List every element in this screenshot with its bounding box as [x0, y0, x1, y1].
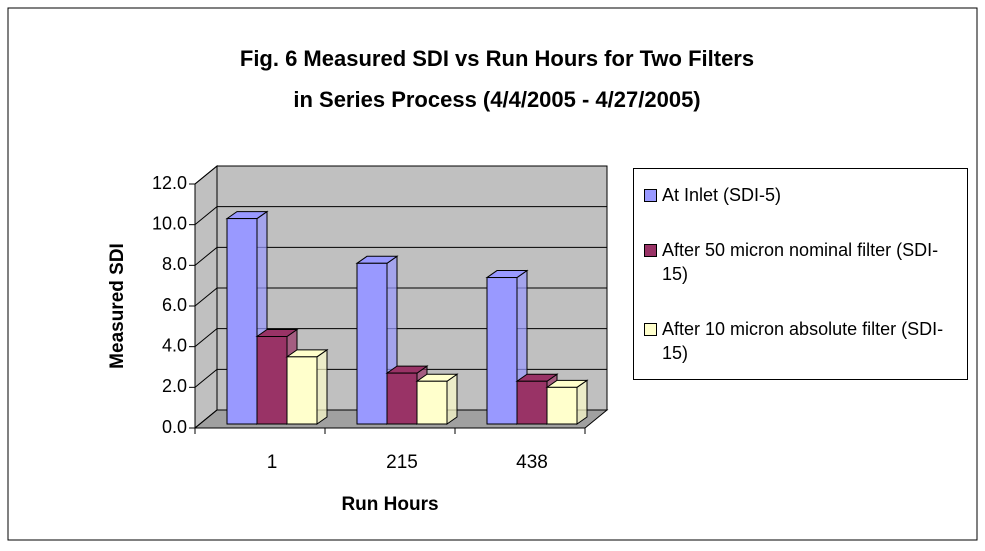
legend-entry: After 50 micron nominal filter (SDI-15) [642, 238, 959, 286]
bar [486, 277, 518, 425]
legend-label: After 10 micron absolute filter (SDI-15) [662, 319, 944, 363]
grid-line [194, 328, 607, 348]
y-tick-label: 8.0 [162, 254, 187, 274]
bar-side [446, 373, 458, 425]
bar [356, 262, 388, 425]
bar-side [316, 348, 328, 425]
bar [226, 218, 258, 425]
legend-swatch [644, 323, 657, 336]
x-tick-label: 438 [516, 452, 548, 473]
y-tick-label: 12.0 [152, 173, 187, 193]
y-tick-label: 10.0 [152, 213, 187, 233]
bar [516, 380, 548, 425]
grid-line [194, 206, 607, 226]
legend-swatch [644, 244, 657, 257]
grid-line [194, 246, 607, 266]
bar [416, 380, 448, 425]
x-tick-label: 1 [267, 452, 278, 473]
bar [256, 336, 288, 425]
y-tick-label: 6.0 [162, 295, 187, 315]
grid-line [194, 287, 607, 307]
legend: At Inlet (SDI-5) After 50 micron nominal … [633, 168, 968, 380]
legend-label: At Inlet (SDI-5) [662, 185, 782, 205]
y-axis-label: Measured SDI [107, 243, 128, 369]
chart-title: Fig. 6 Measured SDI vs Run Hours for Two… [240, 46, 754, 71]
grid-line [194, 409, 607, 429]
legend-label: After 50 micron nominal filter (SDI-15) [662, 240, 939, 284]
bar [386, 372, 418, 425]
x-axis-label: Run Hours [341, 494, 438, 515]
grid-line [194, 165, 607, 185]
grid-line [194, 368, 607, 388]
legend-swatch [644, 189, 657, 202]
legend-entry: At Inlet (SDI-5) [642, 183, 959, 207]
y-tick-label: 0.0 [162, 417, 187, 437]
x-tick-label: 215 [386, 452, 418, 473]
y-tick-label: 2.0 [162, 376, 187, 396]
y-tick-label: 4.0 [162, 335, 187, 355]
bar [286, 356, 318, 425]
legend-entry: After 10 micron absolute filter (SDI-15) [642, 317, 959, 365]
bar [546, 386, 578, 425]
chart-title: in Series Process (4/4/2005 - 4/27/2005) [293, 87, 700, 112]
